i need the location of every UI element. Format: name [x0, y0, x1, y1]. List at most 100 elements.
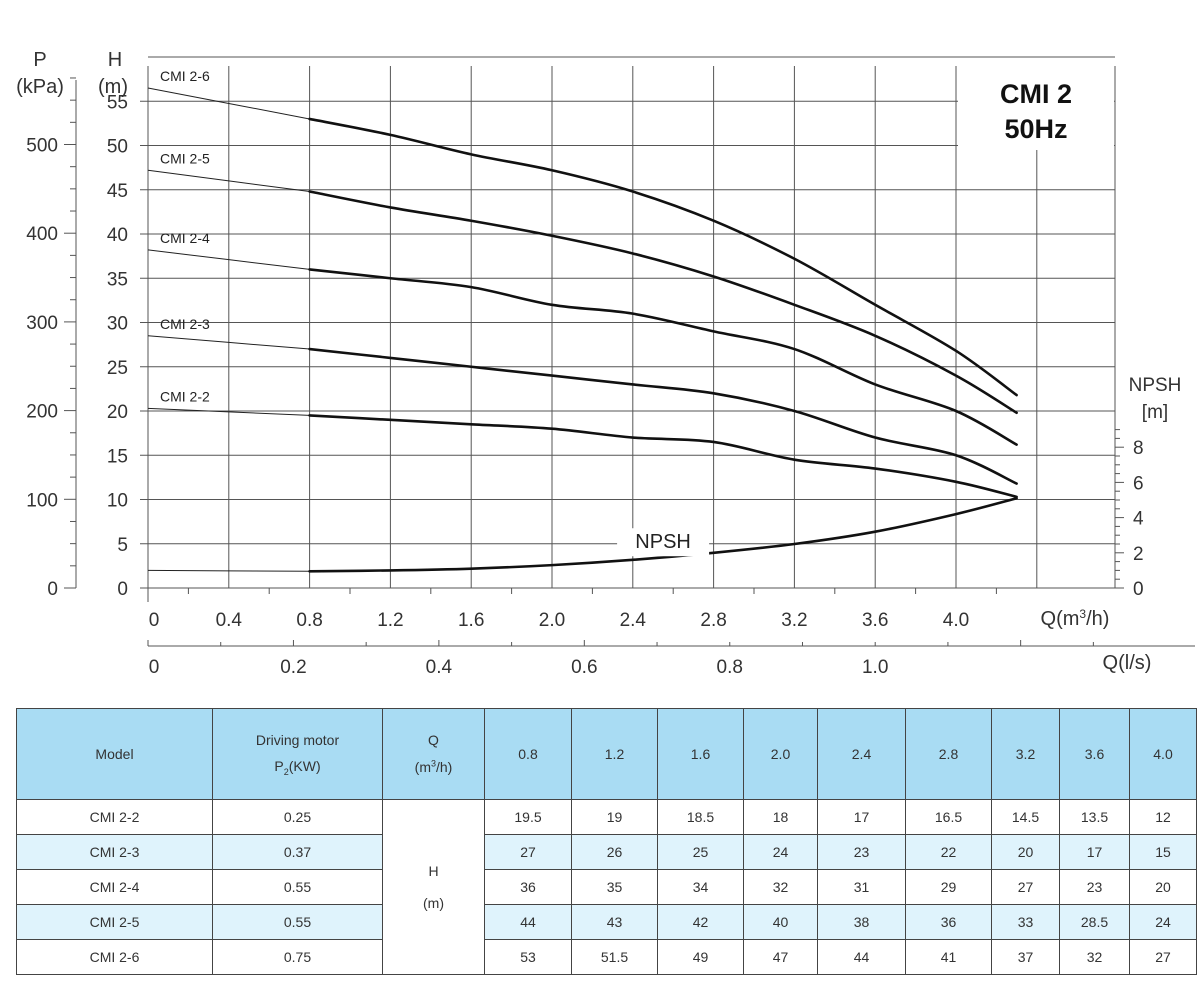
- header-motor-p: P: [274, 758, 284, 775]
- npsh-axis-tick-label: 4: [1133, 509, 1144, 530]
- table-row: CMI 2-3 0.37 27 26 25 24 23 22 20 17 15: [16, 834, 1197, 870]
- row-motor: 0.25: [212, 799, 383, 835]
- row-value: 49: [657, 939, 744, 975]
- row-value: 25: [657, 834, 744, 870]
- header-q-unit-pre: (m: [414, 759, 431, 775]
- npsh-axis-tick-label: 8: [1133, 438, 1144, 459]
- chart-curves: CMI 2-2 CMI 2-3 CMI 2-4 CMI 2-5 CMI 2-6 NPSH: [147, 68, 1018, 573]
- header-q-unit-post: /h): [436, 759, 453, 775]
- h-axis-tick-label: 20: [107, 402, 128, 423]
- header-flow: 0.8: [484, 708, 572, 800]
- row-value: 33: [991, 904, 1060, 940]
- x-axis-ls-label: Q(l/s): [1103, 652, 1152, 674]
- row-motor: 0.75: [212, 939, 383, 975]
- row-value: 18: [743, 799, 818, 835]
- header-driving-motor: Driving motor P2(KW): [212, 708, 383, 800]
- performance-chart: 0510152025303540455055010020030040050002…: [16, 49, 1195, 678]
- row-value: 43: [571, 904, 658, 940]
- curve-cmi-2-2: [308, 414, 1018, 499]
- row-value: 15: [1129, 834, 1197, 870]
- chart-axes: 0510152025303540455055010020030040050002…: [26, 77, 1195, 678]
- curve-thin-cmi-2-6: [147, 87, 310, 120]
- chart-title-box: [958, 66, 1114, 150]
- row-motor: 0.55: [212, 904, 383, 940]
- x-axis-tick-label: 2.8: [700, 610, 726, 631]
- header-flow: 3.6: [1059, 708, 1130, 800]
- header-q: Q (m3/h): [382, 708, 485, 800]
- header-flow: 1.2: [571, 708, 658, 800]
- npsh-axis-label: NPSH: [1129, 375, 1182, 396]
- p-axis-tick-label: 300: [26, 313, 58, 334]
- row-motor: 0.37: [212, 834, 383, 870]
- row-value: 17: [817, 799, 906, 835]
- row-value: 41: [905, 939, 992, 975]
- ls-axis-tick-label: 0.2: [280, 657, 306, 678]
- row-value: 36: [905, 904, 992, 940]
- table-row: CMI 2-2 0.25 H (m) 19.5 19 18.5 18 17 16…: [16, 799, 1197, 975]
- chart-title-line2: 50Hz: [1004, 114, 1067, 144]
- ls-axis-tick-label: 0: [149, 657, 160, 678]
- row-value: 27: [1129, 939, 1197, 975]
- row-value: 47: [743, 939, 818, 975]
- row-value: 19: [571, 799, 658, 835]
- table-row: CMI 2-6 0.75 53 51.5 49 47 44 41 37 32 2…: [16, 939, 1197, 975]
- h-axis-unit: (m): [98, 76, 128, 98]
- row-value: 27: [991, 869, 1060, 905]
- x-axis-tick-label: 1.6: [458, 610, 484, 631]
- p-axis-tick-label: 200: [26, 402, 58, 423]
- npsh-axis-tick-label: 2: [1133, 544, 1144, 565]
- p-axis-tick-label: 400: [26, 224, 58, 245]
- p-axis-tick-label: 100: [26, 490, 58, 511]
- h-axis-tick-label: 40: [107, 225, 128, 246]
- series-label: CMI 2-4: [160, 230, 210, 246]
- row-value: 29: [905, 869, 992, 905]
- row-model: CMI 2-6: [16, 939, 213, 975]
- chart-grid: [147, 56, 1116, 589]
- row-value: 27: [484, 834, 572, 870]
- curve-thin-npsh: [147, 569, 310, 572]
- header-flow: 2.0: [743, 708, 818, 800]
- head-unit-line2: (m): [423, 895, 444, 911]
- row-motor: 0.55: [212, 869, 383, 905]
- performance-table: Model Driving motor P2(KW) Q (m3/h) 0.8 …: [16, 708, 1197, 975]
- series-label: CMI 2-2: [160, 388, 210, 404]
- h-axis-tick-label: 35: [107, 269, 128, 290]
- ls-axis-tick-label: 0.8: [717, 657, 743, 678]
- row-model: CMI 2-2: [16, 799, 213, 835]
- x-axis-tick-label: 2.0: [539, 610, 565, 631]
- row-value: 20: [991, 834, 1060, 870]
- row-value: 53: [484, 939, 572, 975]
- curve-cmi-2-5: [308, 190, 1018, 415]
- row-value: 24: [1129, 904, 1197, 940]
- row-value: 38: [817, 904, 906, 940]
- header-model: Model: [16, 708, 213, 800]
- h-axis-tick-label: 30: [107, 314, 128, 335]
- p-axis-tick-label: 500: [26, 136, 58, 157]
- row-value: 26: [571, 834, 658, 870]
- x-axis-tick-label: 0: [149, 610, 160, 631]
- series-label: CMI 2-5: [160, 150, 210, 166]
- row-model: CMI 2-5: [16, 904, 213, 940]
- row-value: 22: [905, 834, 992, 870]
- row-value: 16.5: [905, 799, 992, 835]
- header-motor-sub: 2: [283, 767, 289, 778]
- row-value: 37: [991, 939, 1060, 975]
- header-q-unit-sup: 3: [430, 758, 436, 769]
- row-value: 36: [484, 869, 572, 905]
- curve-thin-cmi-2-3: [147, 335, 310, 350]
- header-motor-line1: Driving motor: [255, 731, 340, 748]
- x-axis-tick-label: 0.8: [296, 610, 322, 631]
- x-axis-tick-label: 3.2: [781, 610, 807, 631]
- h-axis-tick-label: 5: [117, 535, 128, 556]
- row-value: 40: [743, 904, 818, 940]
- table-header-row: Model Driving motor P2(KW) Q (m3/h) 0.8 …: [16, 708, 1197, 800]
- h-axis-tick-label: 10: [107, 491, 128, 512]
- row-value: 24: [743, 834, 818, 870]
- ls-axis-tick-label: 0.6: [571, 657, 597, 678]
- p-axis-unit: (kPa): [16, 76, 64, 98]
- row-value: 44: [484, 904, 572, 940]
- row-value: 44: [817, 939, 906, 975]
- header-flow: 1.6: [657, 708, 744, 800]
- chart-title-line1: CMI 2: [1000, 79, 1072, 109]
- header-motor-unit: (KW): [288, 758, 321, 775]
